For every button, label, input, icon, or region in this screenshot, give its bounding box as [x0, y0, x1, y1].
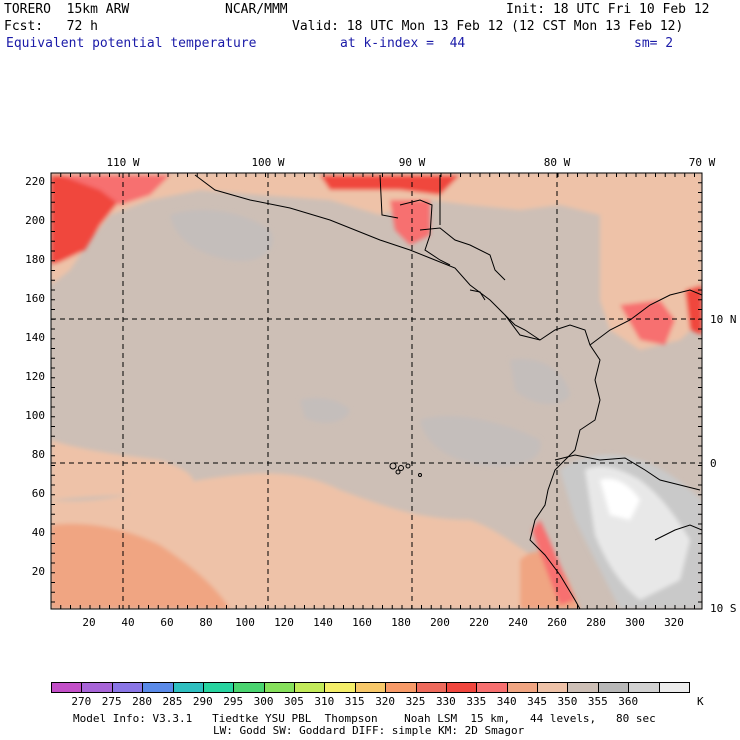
colorbar-swatch: [537, 682, 569, 693]
lon-label-80w: 80 W: [544, 156, 571, 169]
x-tick-label: 200: [430, 616, 450, 629]
smoothing-label: sm= 2: [634, 36, 674, 51]
colorbar-swatch: [476, 682, 508, 693]
map-field: [51, 173, 702, 609]
colorbar-swatch: [324, 682, 356, 693]
y-tick-label: 220: [25, 175, 45, 188]
colorbar-label: 325: [405, 695, 426, 708]
colorbar-swatch: [263, 682, 296, 693]
lat-label-10n: 10 N: [710, 313, 737, 326]
x-tick-label: 280: [586, 616, 606, 629]
colorbar-label: 350: [557, 695, 578, 708]
colorbar-label: 295: [223, 695, 244, 708]
colorbar-swatch: [385, 682, 417, 693]
x-tick-label: 100: [235, 616, 255, 629]
colorbar-label: 345: [527, 695, 547, 708]
y-tick-label: 100: [25, 409, 45, 422]
colorbar-swatch: [628, 682, 660, 693]
map-frame: [50, 172, 703, 610]
coastlines: [194, 174, 702, 609]
colorbar-swatch: [354, 682, 387, 693]
lon-label-110w: 110 W: [106, 156, 139, 169]
colorbar-label: 280: [132, 695, 153, 708]
physics-info: LW: Godd SW: Goddard DIFF: simple KM: 2D…: [213, 724, 525, 737]
colorbar-label: 285: [162, 695, 183, 708]
axis-ticks: [50, 172, 702, 609]
x-tick-label: 300: [625, 616, 645, 629]
y-tick-label: 120: [25, 370, 45, 383]
init-time: Init: 18 UTC Fri 10 Feb 12: [506, 2, 710, 17]
x-tick-label: 260: [547, 616, 567, 629]
equivalent-potential-temperature-map: 110 W 100 W 90 W 80 W 70 W 10 N 0 10 S 2…: [25, 156, 737, 629]
valid-time: Valid: 18 UTC Mon 13 Feb 12 (12 CST Mon …: [292, 19, 684, 34]
colorbar-swatch: [597, 682, 630, 693]
colorbar-swatch: [202, 682, 235, 693]
org-label: NCAR/MMM: [225, 2, 288, 17]
colorbar-swatch: [142, 682, 174, 693]
x-tick-label: 180: [391, 616, 411, 629]
y-tick-label: 40: [32, 526, 45, 539]
colorbar-swatch: [51, 682, 83, 693]
x-tick-label: 320: [664, 616, 684, 629]
colorbar-label: 300: [253, 695, 274, 708]
forecast-hour: Fcst: 72 h: [4, 19, 98, 34]
y-tick-label: 180: [25, 253, 45, 266]
colorbar-label: 335: [466, 695, 487, 708]
x-tick-label: 160: [352, 616, 372, 629]
x-tick-label: 240: [508, 616, 528, 629]
colorbar-label: 315: [344, 695, 365, 708]
x-tick-label: 140: [313, 616, 333, 629]
y-tick-label: 80: [32, 448, 45, 461]
x-tick-label: 120: [274, 616, 294, 629]
colorbar-swatch: [506, 682, 539, 693]
colorbar-swatch: [445, 682, 478, 693]
colorbar-label: 270: [71, 695, 92, 708]
y-tick-label: 140: [25, 331, 45, 344]
colorbar-unit: K: [697, 695, 704, 708]
y-tick-label: 160: [25, 292, 45, 305]
x-tick-label: 60: [160, 616, 173, 629]
lat-label-10s: 10 S: [710, 602, 737, 615]
colorbar-label: 310: [314, 695, 335, 708]
colorbar-label: 360: [618, 695, 639, 708]
colorbar-label: 320: [375, 695, 396, 708]
colorbar-swatch: [233, 682, 265, 693]
colorbar-swatch: [172, 682, 204, 693]
field-name: Equivalent potential temperature: [6, 36, 257, 51]
x-grid-labels: 20 40 60 80 100 120 140 160 180 200 220 …: [82, 616, 684, 629]
colorbar-swatch: [567, 682, 599, 693]
latlon-grid: [51, 173, 702, 609]
y-tick-label: 60: [32, 487, 45, 500]
level-label: at k-index = 44: [340, 36, 466, 51]
colorbar-swatch: [294, 682, 326, 693]
colorbar-label: 330: [435, 695, 456, 708]
colorbar-label: 305: [284, 695, 304, 708]
colorbar-swatch: [111, 682, 144, 693]
model-title: TORERO 15km ARW: [4, 2, 130, 17]
x-tick-label: 40: [121, 616, 134, 629]
colorbar-label: 355: [587, 695, 608, 708]
colorbar-swatch: [415, 682, 447, 693]
lon-label-70w: 70 W: [689, 156, 716, 169]
colorbar-swatch: [658, 682, 690, 693]
colorbar-label: 340: [496, 695, 517, 708]
lon-label-90w: 90 W: [399, 156, 426, 169]
colorbar-label: 275: [101, 695, 122, 708]
x-tick-label: 20: [82, 616, 95, 629]
lon-label-100w: 100 W: [251, 156, 284, 169]
lon-labels: 110 W 100 W 90 W 80 W 70 W: [106, 156, 715, 169]
lat-label-0: 0: [710, 457, 717, 470]
y-tick-label: 200: [25, 214, 45, 227]
x-tick-label: 220: [469, 616, 489, 629]
colorbar-swatch: [81, 682, 113, 693]
y-grid-labels: 220 200 180 160 140 120 100 80 60 40 20: [25, 175, 45, 578]
lat-labels: 10 N 0 10 S: [710, 313, 737, 615]
model-info: Model Info: V3.3.1 Tiedtke YSU PBL Thomp…: [73, 712, 656, 725]
colorbar-label: 290: [192, 695, 213, 708]
y-tick-label: 20: [32, 565, 45, 578]
x-tick-label: 80: [199, 616, 212, 629]
